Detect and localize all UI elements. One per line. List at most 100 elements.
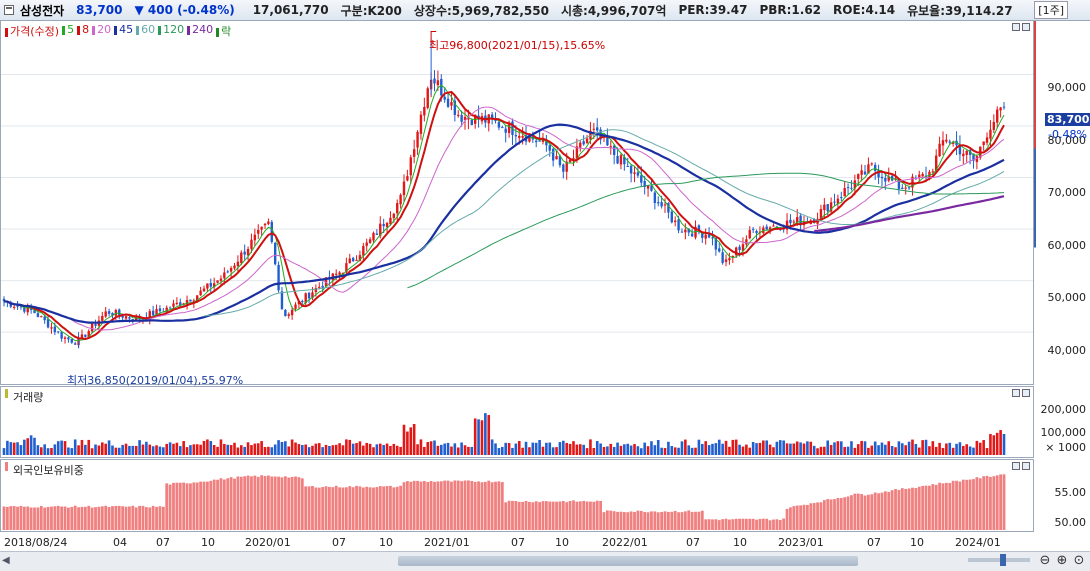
volume-chart[interactable] xyxy=(1,387,1033,457)
foreign-bar xyxy=(5,506,9,530)
volume-bar xyxy=(480,420,484,455)
candle xyxy=(907,187,911,189)
foreign-bar xyxy=(955,480,958,530)
foreign-bar xyxy=(616,511,619,530)
candle xyxy=(165,307,168,312)
volume-bar xyxy=(609,443,613,455)
foreign-bar xyxy=(961,479,965,530)
candle xyxy=(931,171,935,173)
zoom-slider-knob[interactable] xyxy=(1000,554,1006,566)
volume-bar xyxy=(833,442,836,455)
candle xyxy=(718,248,721,252)
volume-bar xyxy=(494,443,497,455)
candle xyxy=(904,187,907,189)
volume-bar xyxy=(707,445,711,455)
price-chart-panel[interactable]: 가격(수정) 5 8 20 45 60 120 240 락 최고96,800(2021/01/1… xyxy=(0,20,1034,387)
volume-bar xyxy=(111,445,114,455)
close-icon[interactable] xyxy=(1022,389,1030,397)
candle xyxy=(962,153,965,157)
volume-bar xyxy=(985,448,989,455)
volume-bar xyxy=(124,443,128,455)
legend-swatch xyxy=(136,25,140,35)
volume-bar xyxy=(19,445,23,455)
volume-bar xyxy=(233,442,236,455)
foreign-bar xyxy=(307,486,311,530)
volume-bar xyxy=(392,443,396,455)
candle xyxy=(846,187,850,189)
volume-bar xyxy=(846,446,850,455)
candle xyxy=(341,273,345,275)
price-y-axis: 90,000 80,000 70,000 60,000 50,000 40,00… xyxy=(1034,20,1090,386)
minimize-icon[interactable] xyxy=(1012,389,1020,397)
foreign-bar xyxy=(605,510,609,530)
foreign-bar xyxy=(239,476,243,530)
y-tick: 100,000 xyxy=(1040,426,1087,439)
foreign-bar xyxy=(300,478,304,530)
stock-name[interactable]: 삼성전자 xyxy=(20,3,65,18)
foreign-ownership-chart[interactable] xyxy=(1,460,1033,531)
candle xyxy=(768,227,772,231)
close-icon[interactable] xyxy=(1022,462,1030,470)
candle xyxy=(829,202,833,212)
zoom-out-icon[interactable]: ⊖ xyxy=(1039,553,1051,568)
foreign-bar xyxy=(205,481,209,530)
foreign-bar xyxy=(90,507,94,530)
volume-bar xyxy=(938,442,941,455)
volume-bar xyxy=(965,444,969,455)
volume-bar xyxy=(911,439,914,455)
foreign-bar xyxy=(297,477,301,530)
zoom-slider[interactable] xyxy=(968,554,1030,566)
candle xyxy=(673,220,677,223)
candle xyxy=(60,331,63,339)
scroll-thumb[interactable] xyxy=(398,556,858,566)
volume-bar xyxy=(419,439,423,455)
legend-swatch xyxy=(92,25,96,35)
candle xyxy=(687,228,690,233)
price-chart[interactable] xyxy=(1,21,1033,384)
candle xyxy=(667,202,670,213)
volume-bar xyxy=(568,443,572,455)
low-annotation: 최저36,850(2019/01/04),55.97% xyxy=(67,374,244,387)
legend-item: 락 xyxy=(216,23,231,39)
foreign-bar xyxy=(826,499,830,530)
volume-bar xyxy=(212,445,216,455)
chart-scrollbar[interactable]: ◀ ⊖ ⊕ ⊙ xyxy=(0,551,1090,571)
foreign-bar xyxy=(209,480,213,530)
volume-bar xyxy=(690,447,694,455)
minimize-icon[interactable] xyxy=(1012,462,1020,470)
zoom-in-icon[interactable]: ⊕ xyxy=(1056,553,1068,568)
x-tick: 07 xyxy=(156,536,170,549)
foreign-bar xyxy=(341,487,345,530)
foreign-bar xyxy=(63,506,67,530)
legend-label: 가격(수정) xyxy=(10,25,60,38)
volume-bar xyxy=(656,439,660,455)
category: 구분:K200 xyxy=(340,3,402,18)
minimize-icon[interactable] xyxy=(1012,23,1020,31)
volume-panel[interactable]: 거래량 xyxy=(0,386,1034,458)
volume-bar xyxy=(463,445,467,455)
foreign-bar xyxy=(887,491,891,530)
volume-bar xyxy=(941,447,945,455)
volume-bar xyxy=(978,442,982,455)
foreign-bar xyxy=(29,507,33,530)
foreign-bar xyxy=(965,479,969,530)
foreign-bar xyxy=(724,518,728,530)
period-selector[interactable]: [1주] xyxy=(1034,1,1068,19)
volume-bar xyxy=(182,441,185,455)
zoom-fit-icon[interactable]: ⊙ xyxy=(1073,553,1085,568)
candle xyxy=(107,311,111,314)
volume-bar xyxy=(711,443,714,455)
scroll-left-icon[interactable]: ◀ xyxy=(2,555,10,566)
menu-icon[interactable] xyxy=(4,5,14,15)
volume-bar xyxy=(599,443,602,455)
foreign-bar xyxy=(914,488,918,530)
foreign-ownership-panel[interactable]: 외국인보유비중 xyxy=(0,459,1034,532)
foreign-bar xyxy=(904,488,908,530)
candle xyxy=(612,145,616,156)
volume-bar xyxy=(382,444,385,455)
foreign-bar xyxy=(314,487,318,530)
close-icon[interactable] xyxy=(1022,23,1030,31)
foreign-bar xyxy=(541,501,545,530)
foreign-bar xyxy=(182,482,186,530)
foreign-bar xyxy=(494,481,497,530)
